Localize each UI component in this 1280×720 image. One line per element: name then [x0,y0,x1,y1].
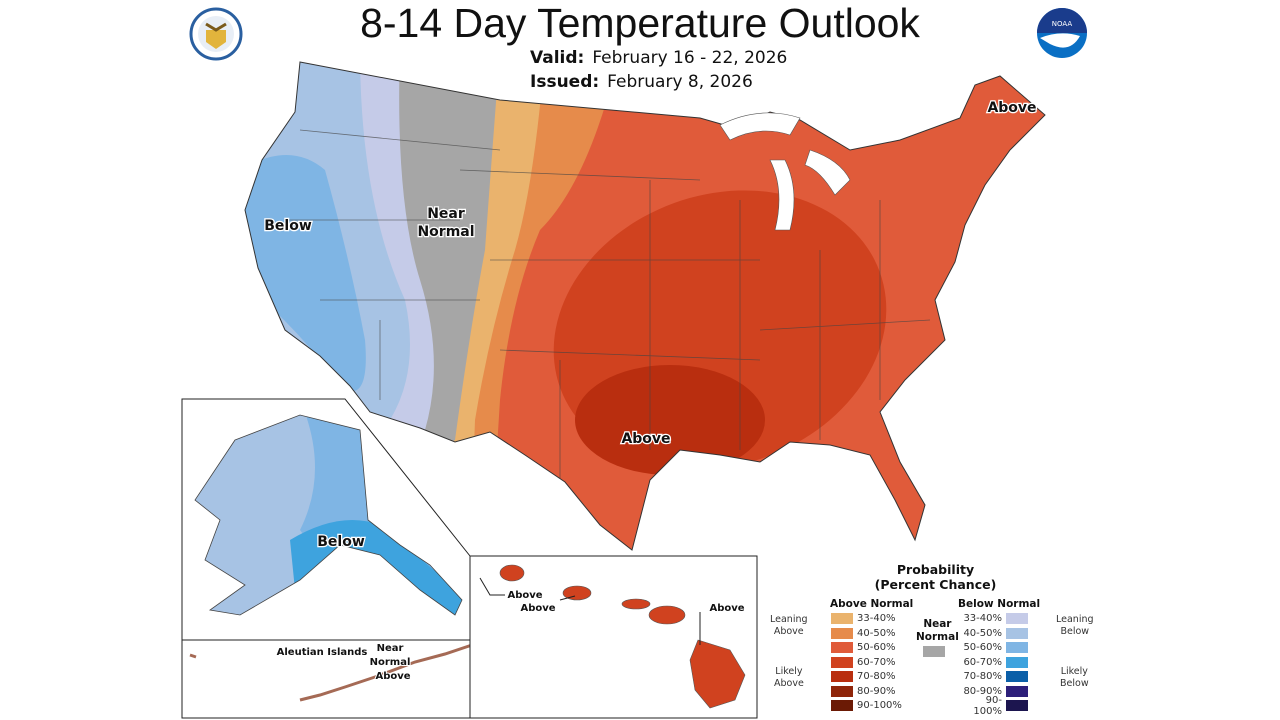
legend-above-item: 50-60% [831,641,896,654]
legend-swatch [1006,627,1028,639]
issued-date: Issued: February 8, 2026 [530,72,753,92]
legend-range: 90-100% [973,694,1002,717]
label-normal: Normal [417,224,474,240]
valid-dates: Valid: February 16 - 22, 2026 [530,48,787,68]
noaa-logo: NOAA [1037,8,1087,58]
legend-range: 50-60% [857,642,896,653]
legend-title: Probability (Percent Chance) [874,562,997,592]
legend-range: 70-80% [963,671,1002,682]
issued-label: Issued: [530,72,600,92]
state-borders [285,129,931,480]
legend-above-item: 80-90% [831,685,896,698]
legend-below-item: 40-50% [958,627,1028,640]
legend-below-item: 33-40% [958,612,1028,625]
legend-below-item: 60-70% [958,656,1028,669]
legend-swatch [1006,685,1028,697]
legend: Probability (Percent Chance) Above Normal… [768,560,1103,720]
legend-below-item: 90-100% [958,695,1028,717]
zone-above-70-80 [575,365,765,475]
legend-swatch [1006,656,1028,668]
legend-range: 50-60% [963,642,1002,653]
legend-range: 80-90% [857,685,896,697]
label-hawaii-above-3: Above [709,603,744,614]
legend-swatch [1006,671,1028,682]
legend-below-header: Below Normal [958,598,1041,610]
legend-swatch [831,685,853,697]
department-of-commerce-seal [189,7,243,61]
legend-swatch [1006,642,1028,653]
conus-outline [244,61,1046,551]
legend-swatch [831,642,853,653]
valid-value: February 16 - 22, 2026 [592,48,788,68]
legend-leaning-below: Leaning Below [1056,614,1094,637]
label-south-above: Above [621,431,670,447]
label-near: Near [427,206,465,222]
legend-above-item: 70-80% [831,670,896,683]
legend-swatch [1006,613,1028,624]
label-aleutian-near: Near [377,643,404,654]
hawaii-islands [499,564,746,709]
label-aleutian-normal: Normal [370,657,411,668]
legend-range: 33-40% [963,613,1002,624]
legend-range: 60-70% [963,656,1002,668]
label-northeast-above: Above [987,100,1036,116]
map-title: 8-14 Day Temperature Outlook [360,0,920,46]
legend-below-item: 80-90% [958,685,1028,698]
legend-above-item: 90-100% [831,699,902,712]
legend-range: 70-80% [857,671,896,682]
legend-leaning-above: Leaning Above [770,614,808,637]
legend-range: 60-70% [857,656,896,668]
label-west-below: Below [264,218,312,234]
aleutian-inset [181,639,471,719]
legend-swatch [831,613,853,624]
legend-above-header: Above Normal [830,598,914,610]
zone-below-50-60 [245,155,366,392]
label-hawaii-above-2: Above [520,603,555,614]
legend-swatch [1006,700,1028,711]
legend-likely-below: Likely Below [1060,666,1089,689]
svg-text:NOAA: NOAA [1052,20,1073,28]
great-lakes [719,112,851,231]
legend-swatch [831,700,853,711]
legend-above-item: 60-70% [831,656,896,669]
legend-above-item: 40-50% [831,627,896,640]
valid-label: Valid: [530,48,585,68]
label-hawaii-above-1: Above [507,590,542,601]
legend-likely-above: Likely Above [774,666,804,689]
label-aleutian-islands: Aleutian Islands [277,647,368,658]
legend-range: 80-90% [963,685,1002,697]
legend-range: 90-100% [857,700,902,711]
legend-swatch [831,627,853,639]
legend-range: 40-50% [963,627,1002,639]
label-alaska-below: Below [317,534,365,550]
legend-swatch [831,671,853,682]
legend-range: 40-50% [857,627,896,639]
legend-swatch [831,656,853,668]
legend-above-item: 33-40% [831,612,896,625]
legend-near-swatch [923,646,945,657]
legend-below-item: 70-80% [958,670,1028,683]
legend-range: 33-40% [857,613,896,624]
legend-near-normal: Near Normal [916,618,959,643]
label-aleutian-above: Above [375,671,410,682]
legend-below-item: 50-60% [958,641,1028,654]
issued-value: February 8, 2026 [607,72,753,92]
